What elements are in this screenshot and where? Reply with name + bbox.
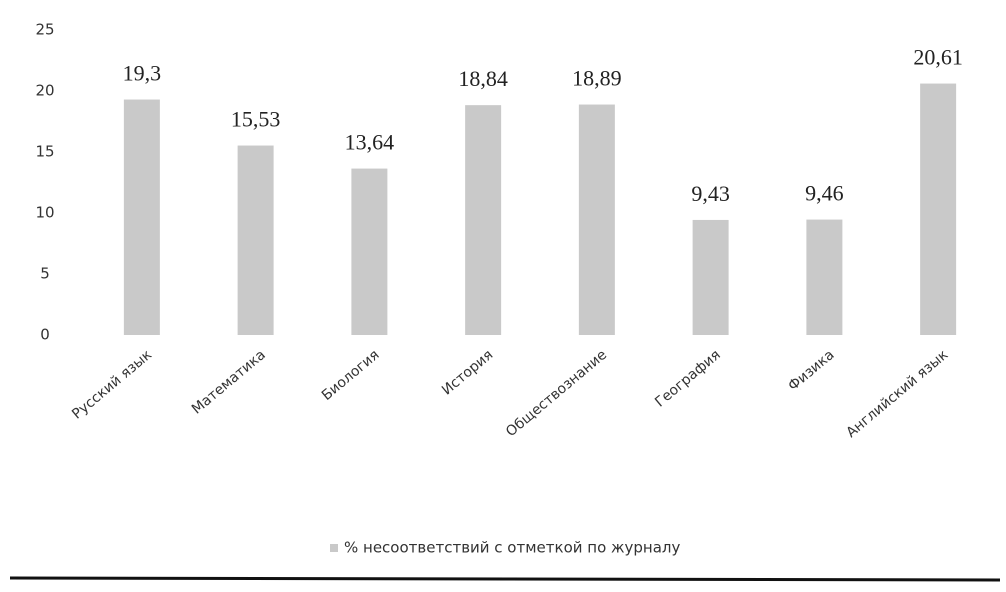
bar	[237, 145, 274, 335]
data-label: 9,46	[805, 181, 844, 206]
y-tick-label: 15	[35, 143, 54, 161]
bottom-rule	[9, 576, 1001, 582]
bar	[806, 219, 843, 335]
data-label: 19,3	[123, 61, 162, 86]
data-label: 18,84	[458, 66, 508, 91]
data-label: 18,89	[572, 66, 622, 91]
y-tick-label: 25	[35, 21, 54, 39]
bar	[578, 104, 615, 336]
data-label: 13,64	[345, 130, 395, 155]
legend-label: % несоответствий с отметкой по журналу	[344, 539, 681, 557]
y-tick-label: 5	[40, 265, 50, 283]
y-tick-label: 20	[35, 82, 54, 100]
y-tick-label: 0	[40, 326, 50, 344]
bar	[351, 168, 388, 335]
legend-swatch	[330, 544, 338, 552]
bar	[465, 105, 502, 335]
data-label: 9,43	[691, 181, 730, 206]
bar	[123, 99, 160, 335]
bar	[920, 83, 957, 335]
data-label: 20,61	[913, 45, 963, 70]
y-tick-label: 10	[35, 204, 54, 222]
bar	[692, 219, 729, 335]
data-label: 15,53	[231, 107, 281, 132]
